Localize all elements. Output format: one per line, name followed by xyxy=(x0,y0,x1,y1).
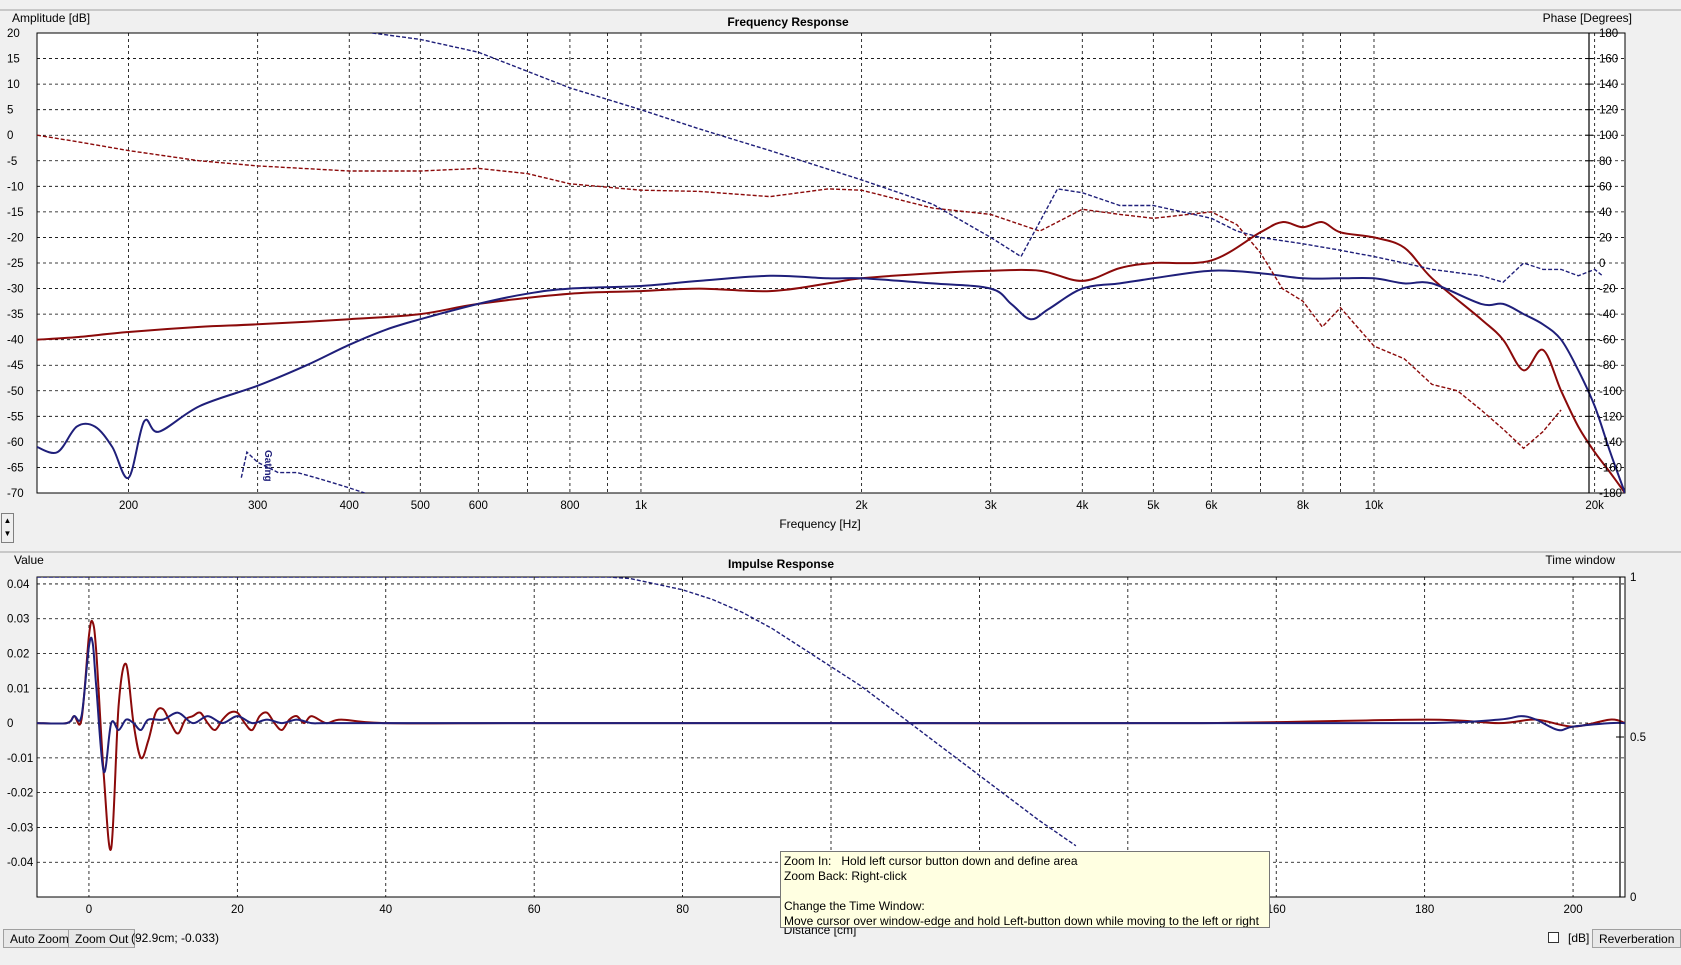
db-checkbox-label: [dB] xyxy=(1568,931,1590,945)
y2-tick-label: 100 xyxy=(1599,130,1618,142)
series-2-red-dashed xyxy=(37,134,1562,450)
y-tick-label: -30 xyxy=(7,284,24,296)
y2-tick-label: 1 xyxy=(1630,572,1636,584)
fr-x-axis-label: Frequency [Hz] xyxy=(779,517,860,531)
y-tick-label: -15 xyxy=(7,207,24,219)
y2-tick-label: -40 xyxy=(1599,309,1616,321)
y-tick-label: -20 xyxy=(7,232,24,244)
x-tick-label: 80 xyxy=(676,904,689,916)
y-tick-label: -0.03 xyxy=(7,822,33,834)
help-tooltip: Zoom In: Hold left cursor button down an… xyxy=(780,851,1270,928)
y2-tick-label: 180 xyxy=(1599,28,1618,40)
y-tick-label: 20 xyxy=(7,28,20,40)
y2-tick-label: 0 xyxy=(1630,892,1636,904)
auto-zoom-button[interactable]: Auto Zoom xyxy=(3,929,76,948)
x-tick-label: 10k xyxy=(1365,500,1384,512)
y-tick-label: 0.01 xyxy=(7,683,29,695)
y2-tick-label: -140 xyxy=(1599,437,1622,449)
series-1-blue-solid xyxy=(37,636,1625,773)
frequency-response-chart[interactable]: 200 300 400 500 600 800 1k 2k 3k 4k 5k 6k 8k 10k 20k20… xyxy=(7,11,1632,531)
series-0-red-solid xyxy=(37,221,1625,493)
x-tick-label: 20 xyxy=(231,904,244,916)
x-tick-label: 2k xyxy=(856,500,868,512)
y-tick-label: -65 xyxy=(7,462,24,474)
x-tick-label: 40 xyxy=(379,904,392,916)
y2-tick-label: -180 xyxy=(1599,488,1622,500)
x-tick-label: 20k xyxy=(1585,500,1604,512)
x-tick-label: 160 xyxy=(1267,904,1286,916)
fr-y-axis-label: Amplitude [dB] xyxy=(12,11,90,25)
y-tick-label: -10 xyxy=(7,181,24,193)
panel-resize-handle[interactable]: ▲ ▼ xyxy=(1,513,14,543)
series-3-blue-dashed xyxy=(372,33,1603,283)
y-tick-label: 0.02 xyxy=(7,649,29,661)
y-tick-label: -60 xyxy=(7,437,24,449)
x-tick-label: 400 xyxy=(340,500,359,512)
y2-tick-label: -20 xyxy=(1599,284,1616,296)
fr-title: Frequency Response xyxy=(727,15,849,29)
x-tick-label: 3k xyxy=(985,500,997,512)
y2-tick-label: -100 xyxy=(1599,386,1622,398)
y2-tick-label: -80 xyxy=(1599,360,1616,372)
x-tick-label: 200 xyxy=(1563,904,1582,916)
x-tick-label: 300 xyxy=(248,500,267,512)
x-tick-label: 180 xyxy=(1415,904,1434,916)
x-tick-label: 60 xyxy=(528,904,541,916)
x-tick-label: 0 xyxy=(86,904,92,916)
ir-y-axis-label: Value xyxy=(14,553,44,567)
y-tick-label: 0 xyxy=(7,130,13,142)
x-tick-label: 200 xyxy=(119,500,138,512)
y2-tick-label: 80 xyxy=(1599,156,1612,168)
y-tick-label: 5 xyxy=(7,105,13,117)
series-2-blue-dashed xyxy=(37,577,1077,847)
y2-tick-label: 60 xyxy=(1599,181,1612,193)
y-tick-label: -0.01 xyxy=(7,753,33,765)
y-tick-label: -0.02 xyxy=(7,788,33,800)
gating-annotation: Gating xyxy=(262,450,273,482)
y-tick-label: -45 xyxy=(7,360,24,372)
reverberation-button[interactable]: Reverberation xyxy=(1592,929,1681,948)
x-tick-label: 1k xyxy=(635,500,647,512)
cursor-coordinates: (92.9cm; -0.033) xyxy=(131,931,220,945)
zoom-out-button[interactable]: Zoom Out xyxy=(68,929,136,948)
x-tick-label: 800 xyxy=(560,500,579,512)
x-tick-label: 8k xyxy=(1297,500,1309,512)
y2-tick-label: -60 xyxy=(1599,335,1616,347)
y-tick-label: -35 xyxy=(7,309,24,321)
y2-tick-label: 20 xyxy=(1599,232,1612,244)
y-tick-label: -25 xyxy=(7,258,24,270)
y-tick-label: -55 xyxy=(7,411,24,423)
y-tick-label: -5 xyxy=(7,156,17,168)
db-checkbox[interactable] xyxy=(1548,932,1559,943)
y-tick-label: -0.04 xyxy=(7,857,34,869)
x-tick-label: 500 xyxy=(411,500,430,512)
y2-tick-label: 160 xyxy=(1599,54,1618,66)
y2-tick-label: 0 xyxy=(1599,258,1605,270)
fr-y2-axis-label: Phase [Degrees] xyxy=(1543,11,1632,25)
y2-tick-label: -160 xyxy=(1599,462,1622,474)
y-tick-label: 0.04 xyxy=(7,579,30,591)
y-tick-label: -40 xyxy=(7,335,24,347)
series-1-blue-solid xyxy=(37,269,1625,493)
y-tick-label: -70 xyxy=(7,488,24,500)
y-tick-label: -50 xyxy=(7,386,24,398)
y-tick-label: 0.03 xyxy=(7,614,29,626)
x-tick-label: 5k xyxy=(1147,500,1159,512)
ir-y2-axis-label: Time window xyxy=(1545,553,1615,567)
x-tick-label: 600 xyxy=(469,500,488,512)
ir-title: Impulse Response xyxy=(728,557,834,571)
y-tick-label: 0 xyxy=(7,718,13,730)
y2-tick-label: 0.5 xyxy=(1630,732,1646,744)
y2-tick-label: 140 xyxy=(1599,79,1618,91)
y2-tick-label: 120 xyxy=(1599,105,1618,117)
x-tick-label: 6k xyxy=(1205,500,1217,512)
y-tick-label: 15 xyxy=(7,54,20,66)
impulse-response-chart[interactable]: 0 20 40 60 80 160 180 200 0.04 0.03 0.02 0.01 0 -0.01… xyxy=(7,553,1646,937)
y-tick-label: 10 xyxy=(7,79,20,91)
x-tick-label: 4k xyxy=(1076,500,1088,512)
y2-tick-label: 40 xyxy=(1599,207,1612,219)
series-4-blue-dashed xyxy=(240,450,367,493)
y2-tick-label: -120 xyxy=(1599,411,1622,423)
